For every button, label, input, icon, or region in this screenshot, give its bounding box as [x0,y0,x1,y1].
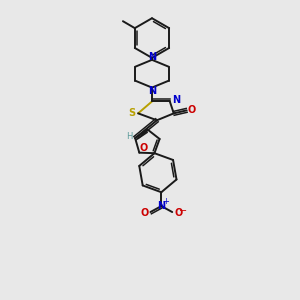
Text: O: O [140,208,148,218]
Text: S: S [129,108,136,118]
Text: O: O [139,143,147,153]
Text: N: N [172,95,180,106]
Text: N: N [148,52,156,62]
Text: N: N [148,85,156,96]
Text: O: O [188,105,196,116]
Text: +: + [162,196,169,206]
Text: O: O [174,208,182,218]
Text: H: H [126,132,132,141]
Text: N: N [157,201,165,211]
Text: −: − [179,206,187,216]
